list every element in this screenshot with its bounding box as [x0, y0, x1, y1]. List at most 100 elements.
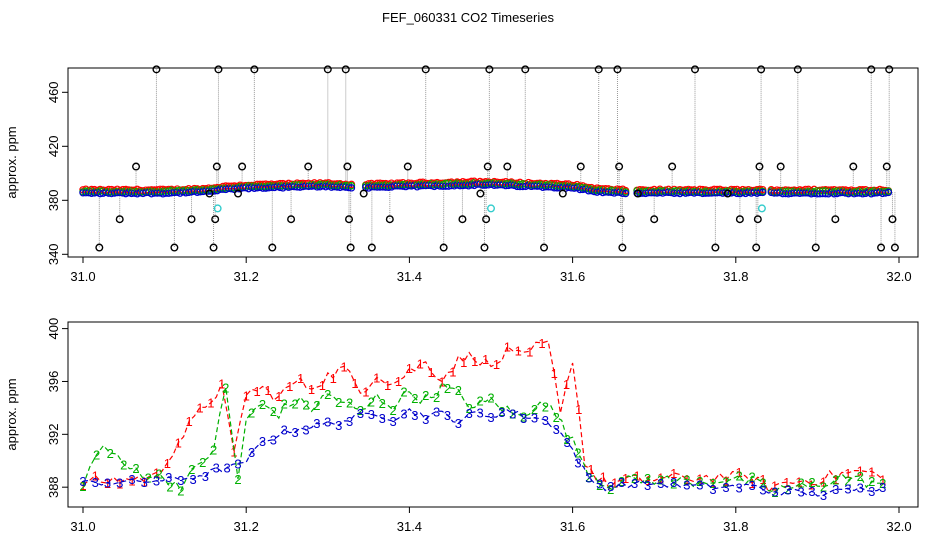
series-2-marker: 2 [166, 480, 173, 495]
outlier-point [755, 162, 764, 171]
series-3-marker: 3 [683, 477, 690, 492]
series-1-marker: 1 [471, 354, 478, 369]
series-1-marker: 1 [783, 475, 790, 490]
series-3-marker: 3 [335, 418, 342, 433]
series-3-marker: 3 [670, 475, 677, 490]
x-tick-label: 31.0 [70, 269, 95, 284]
outlier-point [385, 215, 394, 224]
series-1-marker: 1 [92, 469, 99, 484]
series-1-marker: 1 [185, 414, 192, 429]
series-2-marker: 2 [93, 448, 100, 463]
series-3-marker: 3 [585, 470, 592, 485]
data-point-green [347, 182, 356, 190]
series-3-marker: 3 [857, 480, 864, 495]
series-1-marker: 1 [868, 464, 875, 479]
series-1-marker: 1 [857, 464, 864, 479]
series-3-marker: 3 [411, 408, 418, 423]
series-2-marker: 2 [79, 479, 86, 494]
series-3-marker: 3 [564, 435, 571, 450]
outlier-point [882, 162, 891, 171]
series-3-marker: 3 [531, 411, 538, 426]
series-1-marker: 1 [722, 473, 729, 488]
series-3-marker: 3 [596, 477, 603, 492]
series-1-marker: 1 [141, 475, 148, 490]
series-2-marker: 2 [400, 385, 407, 400]
series-1-marker: 1 [622, 471, 629, 486]
series-1-marker: 1 [207, 396, 214, 411]
series-2-marker: 2 [657, 472, 664, 487]
series-2-marker: 2 [234, 472, 241, 487]
series-2-marker: 2 [868, 474, 875, 489]
series-1-marker: 1 [493, 357, 500, 372]
series-1-marker: 1 [696, 472, 703, 487]
series-3-line [82, 407, 884, 497]
series-2-marker: 2 [346, 395, 353, 410]
series-1-marker: 1 [449, 365, 456, 380]
series-1-marker: 1 [670, 466, 677, 481]
series-3-marker: 3 [128, 472, 135, 487]
series-1-marker: 1 [587, 462, 594, 477]
series-1-marker: 1 [575, 402, 582, 417]
series-2-marker: 2 [585, 470, 592, 485]
series-2-marker: 2 [808, 475, 815, 490]
series-1-marker: 1 [341, 359, 348, 374]
series-2-marker: 2 [844, 473, 851, 488]
series-2-marker: 2 [177, 483, 184, 498]
data-point-blue [759, 188, 767, 197]
y-tick-label: 392 [46, 423, 61, 445]
series-1-marker: 1 [128, 474, 135, 489]
series-3-marker: 3 [771, 485, 778, 500]
series-2-marker: 2 [411, 391, 418, 406]
plot-frame [67, 321, 919, 508]
series-3-marker: 3 [165, 470, 172, 485]
series-3-marker: 3 [281, 422, 288, 437]
series-2-marker: 2 [631, 471, 638, 486]
outlier-point [367, 243, 376, 252]
outlier-point [558, 189, 567, 198]
series-3-marker: 3 [696, 477, 703, 492]
x-tick-label: 31.0 [70, 519, 95, 534]
x-tick-label: 31.8 [723, 519, 748, 534]
outlier-point [885, 65, 894, 74]
series-3-marker: 3 [487, 410, 494, 425]
series-2-marker: 2 [749, 469, 756, 484]
series-2-marker: 2 [389, 403, 396, 418]
series-3-marker: 3 [259, 434, 266, 449]
series-3-marker: 3 [607, 479, 614, 494]
outlier-point [503, 162, 512, 171]
y-axis-label: approx. ppm [4, 378, 19, 450]
series-3-marker: 3 [520, 411, 527, 426]
outlier-point [485, 65, 494, 74]
series-2-marker: 2 [542, 400, 549, 415]
series-2-marker: 2 [509, 407, 516, 422]
outlier-point [152, 65, 161, 74]
series-3-marker: 3 [722, 480, 729, 495]
series-1-marker: 1 [482, 352, 489, 367]
series-3-marker: 3 [270, 433, 277, 448]
series-3-marker: 3 [79, 474, 86, 489]
outlier-point [341, 65, 350, 74]
series-2-marker: 2 [722, 474, 729, 489]
series-2-marker: 2 [564, 432, 571, 447]
outlier-point [343, 162, 352, 171]
series-1-marker: 1 [645, 473, 652, 488]
series-2-marker: 2 [302, 397, 309, 412]
series-1-marker: 1 [330, 371, 337, 386]
series-1-marker: 1 [611, 475, 618, 490]
series-2-marker: 2 [379, 396, 386, 411]
outlier-point [304, 162, 313, 171]
series-2-marker: 2 [199, 455, 206, 470]
series-3-marker: 3 [574, 456, 581, 471]
outlier-point [250, 65, 259, 74]
series-2-marker: 2 [759, 475, 766, 490]
series-3-marker: 3 [749, 478, 756, 493]
outlier-point [594, 65, 603, 74]
series-2-marker: 2 [670, 476, 677, 491]
outlier-point [209, 243, 218, 252]
series-1-marker: 1 [438, 375, 445, 390]
outlier-point [776, 162, 785, 171]
series-2-marker: 2 [270, 404, 277, 419]
series-1-marker: 1 [319, 378, 326, 393]
outlier-point [359, 189, 368, 198]
series-3-marker: 3 [455, 416, 462, 431]
